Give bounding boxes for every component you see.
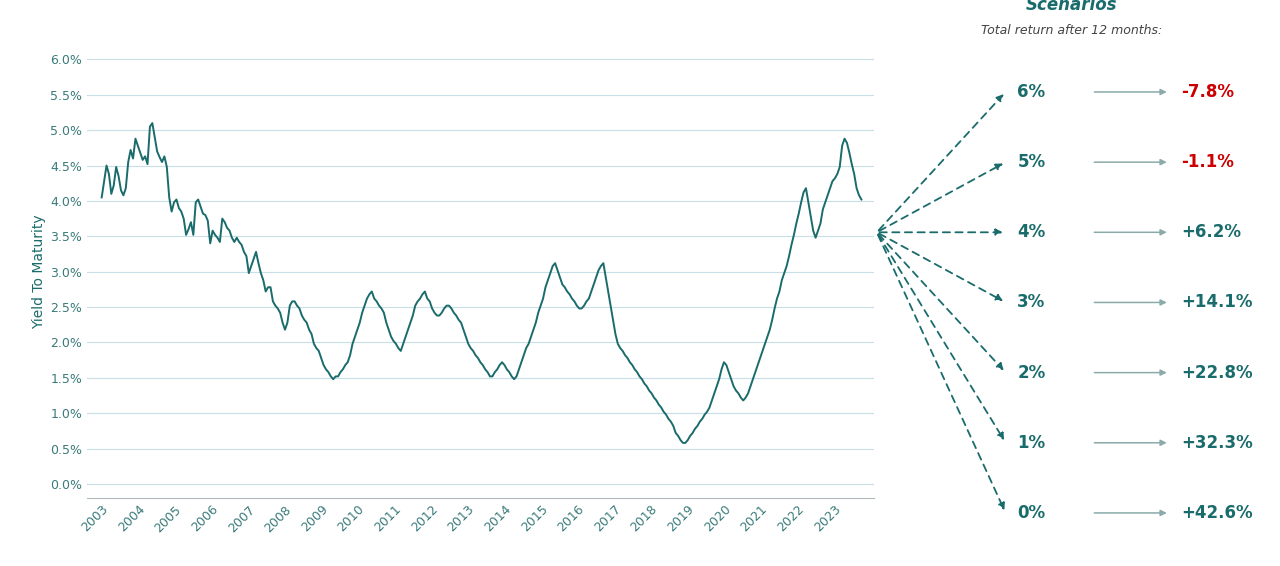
Text: +14.1%: +14.1% (1181, 293, 1253, 311)
Text: +32.3%: +32.3% (1181, 434, 1253, 452)
Text: Total return after 12 months:: Total return after 12 months: (982, 24, 1162, 37)
Text: Scenarios: Scenarios (1027, 0, 1117, 14)
Text: -1.1%: -1.1% (1181, 153, 1234, 171)
Text: 3%: 3% (1018, 293, 1046, 311)
Text: 5%: 5% (1018, 153, 1046, 171)
Y-axis label: Yield To Maturity: Yield To Maturity (32, 215, 46, 329)
Text: -7.8%: -7.8% (1181, 83, 1234, 101)
Text: 6%: 6% (1018, 83, 1046, 101)
Text: 2%: 2% (1018, 363, 1046, 381)
Text: 1%: 1% (1018, 434, 1046, 452)
Text: +22.8%: +22.8% (1181, 363, 1253, 381)
Text: 4%: 4% (1018, 224, 1046, 241)
Text: 0%: 0% (1018, 504, 1046, 522)
Text: +6.2%: +6.2% (1181, 224, 1242, 241)
Text: +42.6%: +42.6% (1181, 504, 1253, 522)
